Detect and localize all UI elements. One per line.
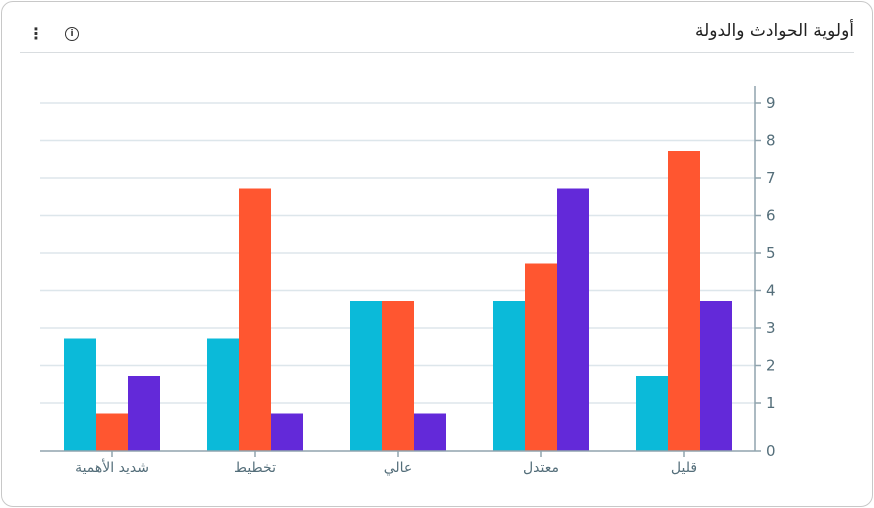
- bar-2: [668, 151, 700, 451]
- info-icon[interactable]: i: [65, 27, 79, 41]
- more-vert-icon[interactable]: ⋮: [28, 24, 44, 43]
- y-tick-label: 7: [766, 169, 776, 187]
- y-tick-label: 6: [766, 207, 776, 225]
- y-tick-label: 8: [766, 132, 776, 150]
- bar-1: [64, 338, 96, 451]
- bar-3: [271, 413, 303, 451]
- bar-2: [96, 413, 128, 451]
- bar-2: [239, 188, 271, 451]
- y-tick-label: 2: [766, 357, 776, 375]
- category-label: عالي: [384, 460, 413, 476]
- bar-2: [525, 263, 557, 451]
- y-tick-label: 9: [766, 94, 776, 112]
- bar-3: [557, 188, 589, 451]
- bar-1: [636, 376, 668, 451]
- y-tick-label: 5: [766, 244, 776, 262]
- y-tick-label: 3: [766, 319, 776, 337]
- bar-1: [493, 301, 525, 451]
- header-divider: [20, 52, 854, 53]
- chart-title: أولوية الحوادث والدولة: [694, 21, 854, 41]
- category-label: شديد الأهمية: [75, 458, 149, 476]
- y-tick-label: 1: [766, 394, 776, 412]
- y-tick-label: 4: [766, 282, 776, 300]
- bar-2: [382, 301, 414, 451]
- bar-1: [207, 338, 239, 451]
- category-label: قليل: [671, 460, 697, 476]
- bar-3: [700, 301, 732, 451]
- y-tick-label: 0: [766, 442, 776, 460]
- bar-1: [350, 301, 382, 451]
- bar-3: [128, 376, 160, 451]
- bar-3: [414, 413, 446, 451]
- category-label: معتدل: [523, 460, 559, 476]
- category-label: تخطيط: [234, 460, 276, 476]
